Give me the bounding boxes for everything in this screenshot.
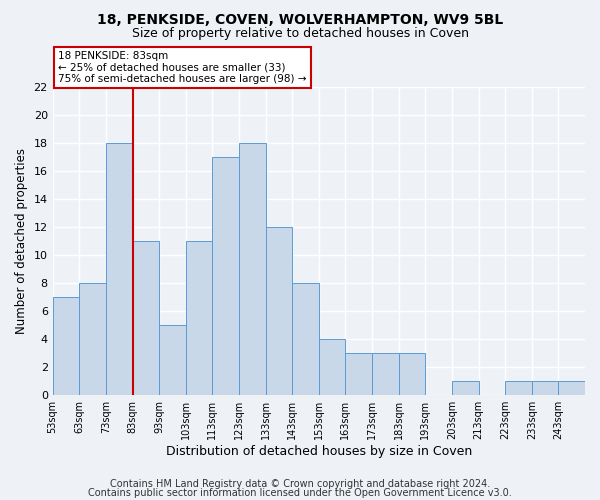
Text: Contains public sector information licensed under the Open Government Licence v3: Contains public sector information licen… xyxy=(88,488,512,498)
Y-axis label: Number of detached properties: Number of detached properties xyxy=(15,148,28,334)
Bar xyxy=(212,157,239,394)
Bar xyxy=(159,325,186,394)
Bar xyxy=(266,227,292,394)
Bar xyxy=(79,283,106,395)
Bar xyxy=(292,283,319,395)
Bar xyxy=(559,380,585,394)
Text: 18 PENKSIDE: 83sqm
← 25% of detached houses are smaller (33)
75% of semi-detache: 18 PENKSIDE: 83sqm ← 25% of detached hou… xyxy=(58,51,307,84)
X-axis label: Distribution of detached houses by size in Coven: Distribution of detached houses by size … xyxy=(166,444,472,458)
Text: Size of property relative to detached houses in Coven: Size of property relative to detached ho… xyxy=(131,28,469,40)
Bar xyxy=(452,380,479,394)
Bar xyxy=(532,380,559,394)
Bar xyxy=(319,339,346,394)
Bar xyxy=(106,143,133,395)
Text: Contains HM Land Registry data © Crown copyright and database right 2024.: Contains HM Land Registry data © Crown c… xyxy=(110,479,490,489)
Bar xyxy=(133,241,159,394)
Text: 18, PENKSIDE, COVEN, WOLVERHAMPTON, WV9 5BL: 18, PENKSIDE, COVEN, WOLVERHAMPTON, WV9 … xyxy=(97,12,503,26)
Bar xyxy=(346,353,372,395)
Bar xyxy=(398,353,425,395)
Bar xyxy=(186,241,212,394)
Bar xyxy=(505,380,532,394)
Bar xyxy=(372,353,398,395)
Bar xyxy=(239,143,266,395)
Bar xyxy=(53,297,79,394)
